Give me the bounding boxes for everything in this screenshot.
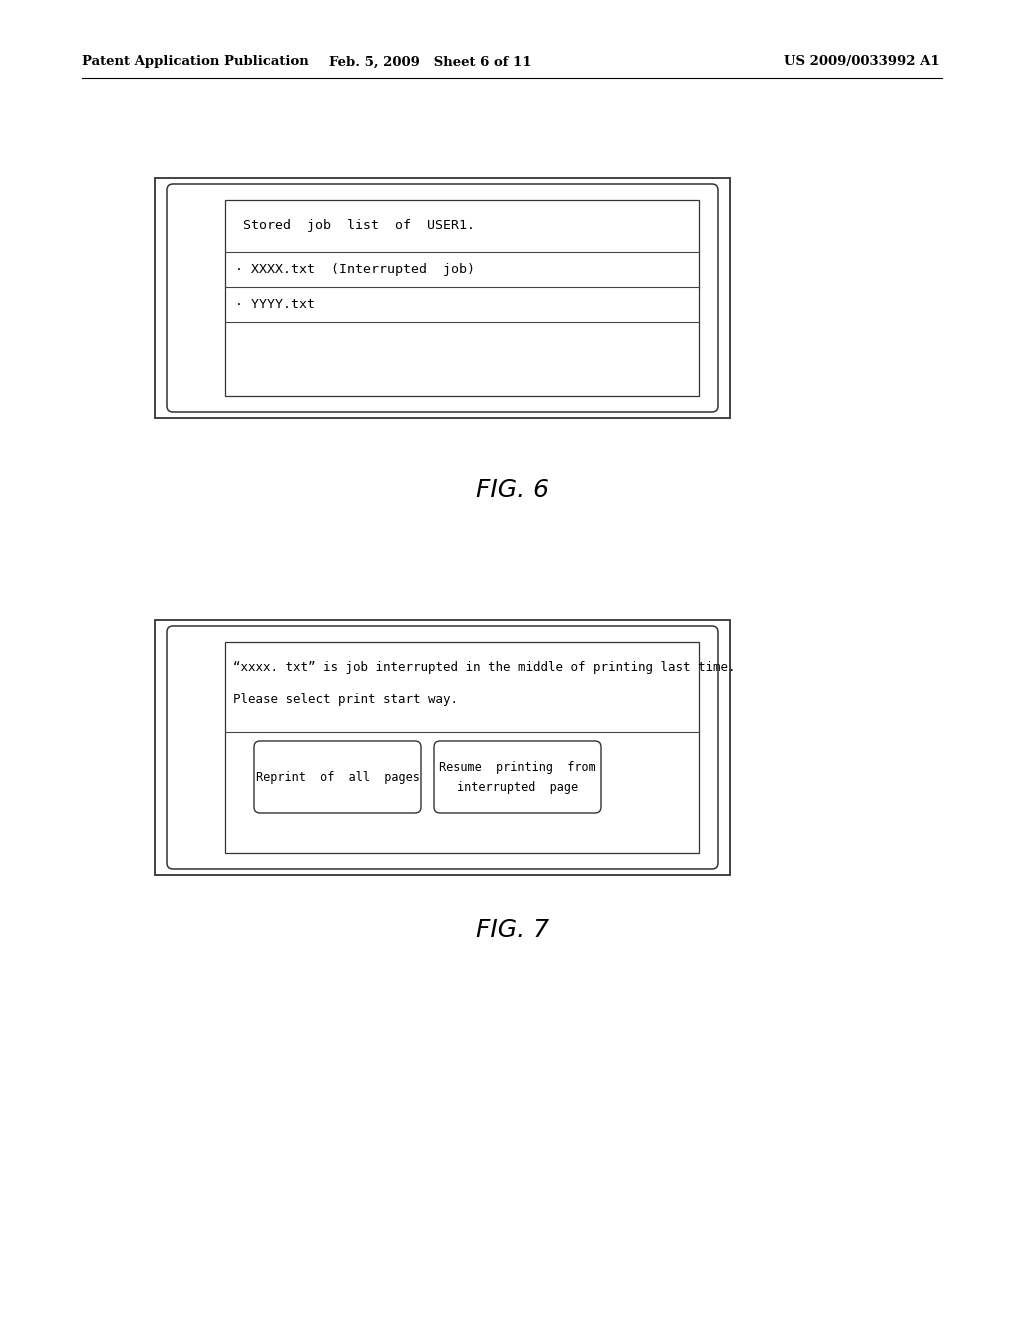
- Bar: [225, 201, 699, 396]
- Text: Patent Application Publication: Patent Application Publication: [82, 55, 309, 69]
- Text: · XXXX.txt  (Interrupted  job): · XXXX.txt (Interrupted job): [234, 263, 475, 276]
- Bar: [155, 178, 730, 418]
- Text: Resume  printing  from: Resume printing from: [439, 762, 596, 775]
- Text: “xxxx. txt” is job interrupted in the middle of printing last time.: “xxxx. txt” is job interrupted in the mi…: [233, 660, 735, 673]
- Bar: [155, 620, 730, 875]
- Text: FIG. 6: FIG. 6: [475, 478, 549, 502]
- Text: Stored  job  list  of  USER1.: Stored job list of USER1.: [243, 219, 475, 232]
- Text: Please select print start way.: Please select print start way.: [233, 693, 458, 706]
- FancyBboxPatch shape: [167, 626, 718, 869]
- Text: Reprint  of  all  pages: Reprint of all pages: [256, 771, 420, 784]
- Text: interrupted  page: interrupted page: [457, 780, 579, 793]
- FancyBboxPatch shape: [434, 741, 601, 813]
- Bar: [225, 642, 699, 853]
- Text: FIG. 7: FIG. 7: [475, 917, 549, 942]
- FancyBboxPatch shape: [254, 741, 421, 813]
- Text: · YYYY.txt: · YYYY.txt: [234, 298, 315, 312]
- Text: Feb. 5, 2009   Sheet 6 of 11: Feb. 5, 2009 Sheet 6 of 11: [329, 55, 531, 69]
- FancyBboxPatch shape: [167, 183, 718, 412]
- Text: US 2009/0033992 A1: US 2009/0033992 A1: [784, 55, 940, 69]
